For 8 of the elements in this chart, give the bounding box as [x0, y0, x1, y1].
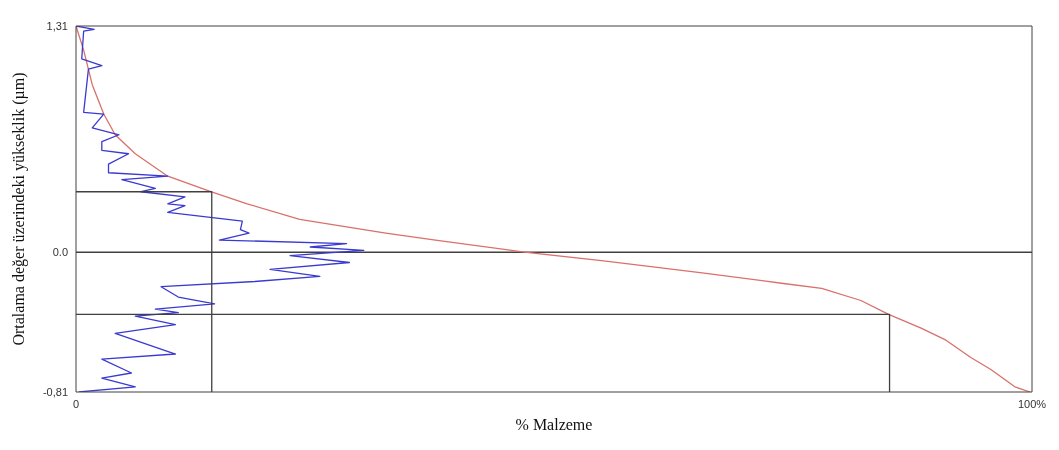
line-series: [76, 26, 1031, 392]
x-tick-label: 0: [72, 397, 80, 410]
x-tick-label: 100%: [1017, 397, 1047, 410]
x-axis-title: % Malzeme: [515, 416, 593, 433]
y-tick-label: -0,81: [42, 385, 68, 398]
y-tick-label: 0.0: [52, 246, 68, 259]
y-axis-title: Ortalama değer üzerindeki yükseklik (µm): [9, 72, 28, 346]
y-tick-label: 1,31: [46, 19, 68, 32]
